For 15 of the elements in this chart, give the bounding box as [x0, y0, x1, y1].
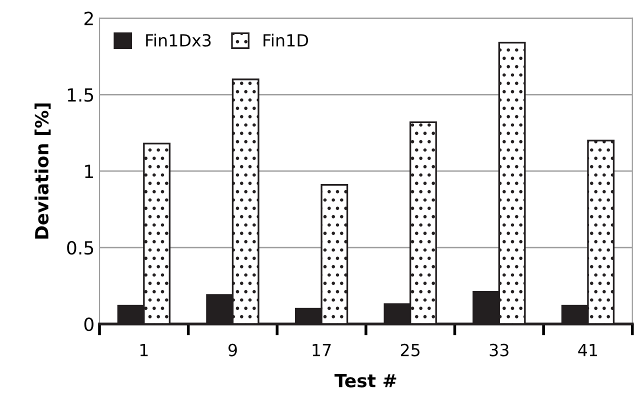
x-tick-label: 9 — [228, 344, 237, 356]
x-tick-label: 17 — [312, 344, 331, 356]
legend-label: Fin1Dx3 — [146, 34, 211, 47]
x-axis-title: Test # — [334, 374, 396, 388]
x-tick-label: 25 — [400, 344, 420, 356]
y-axis-title: Deviation [%] — [34, 104, 51, 239]
y-tick-label: 2 — [84, 12, 93, 26]
y-tick-label: 0 — [84, 317, 94, 332]
x-tick-label: 41 — [578, 344, 598, 356]
y-tick-label: 0.5 — [67, 241, 94, 255]
x-tick-label: 33 — [490, 344, 508, 356]
y-tick-label: 1.5 — [68, 88, 94, 102]
x-tick-label: 1 — [140, 344, 148, 356]
y-tick-label: 1 — [85, 164, 93, 178]
legend-label: Fin1D — [264, 34, 308, 46]
